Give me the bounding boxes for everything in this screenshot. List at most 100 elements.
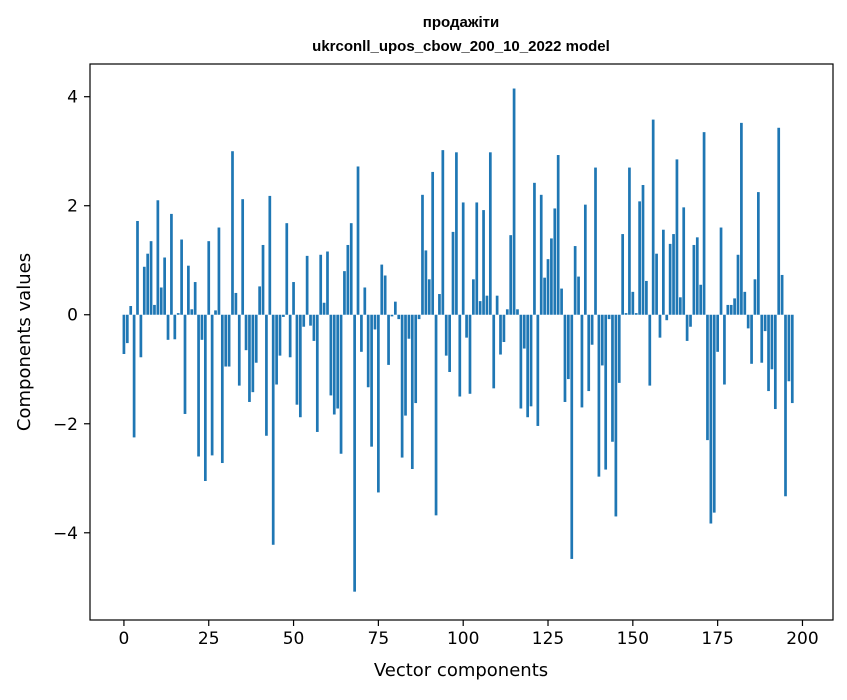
bar-197 [790,314,794,404]
bar-121 [533,182,536,315]
bar-123 [539,194,543,315]
bar-177 [723,314,726,385]
bar-150 [631,291,635,315]
bar-85 [410,314,414,470]
bar-174 [712,314,716,513]
bar-188 [760,314,764,363]
bar-25 [207,241,211,315]
bar-168 [692,244,696,315]
bar-36 [244,314,248,351]
bar-49 [288,314,292,358]
bar-7 [146,253,150,315]
bar-145 [614,314,618,517]
bar-73 [370,314,373,447]
x-tick-label: 25 [198,629,220,649]
bar-50 [292,282,295,315]
bar-154 [645,280,648,315]
bar-183 [743,291,747,315]
bar-144 [611,314,614,442]
bar-173 [709,314,713,524]
bar-106 [482,210,485,315]
y-tick-label: 2 [67,197,78,217]
bar-64 [339,314,343,454]
bar-189 [763,314,767,332]
bar-3 [132,314,136,438]
bar-160 [665,314,669,321]
bar-26 [210,314,214,456]
bar-130 [563,314,567,402]
bar-170 [699,284,703,315]
bar-147 [621,234,625,315]
bar-118 [522,314,526,349]
bar-65 [343,271,346,315]
x-tick-label: 100 [447,629,479,649]
bar-18 [183,314,187,414]
bar-134 [577,276,580,315]
bar-78 [387,314,390,365]
bar-119 [526,314,530,418]
bar-105 [478,301,482,315]
bar-191 [770,314,774,370]
bar-51 [295,314,299,405]
bar-32 [231,151,234,315]
chart-title-line2: ukrconll_upos_cbow_200_10_2022 model [312,38,610,55]
bar-172 [706,314,709,441]
chart-title-line1: продажіти [423,14,499,31]
bar-176 [719,227,723,315]
bar-169 [695,237,699,315]
bar-81 [397,314,401,320]
bar-171 [702,132,706,315]
bar-2 [129,306,133,315]
bar-17 [180,239,183,315]
bar-162 [672,234,675,315]
bar-75 [377,314,380,493]
bar-99 [458,314,462,397]
bars-group [122,88,794,592]
bar-151 [634,313,638,315]
bar-47 [282,314,285,317]
bar-34 [237,314,241,386]
bar-131 [567,314,570,380]
bar-88 [421,194,424,315]
bar-180 [733,298,736,315]
bar-52 [298,314,302,418]
bar-70 [360,314,363,352]
bar-42 [265,314,268,436]
bar-1 [125,314,129,344]
bar-4 [136,220,139,315]
bar-55 [309,314,312,326]
bar-11 [159,287,163,315]
bar-136 [583,204,587,315]
bar-67 [349,223,353,315]
bar-33 [234,292,238,315]
bar-12 [163,257,166,315]
bar-80 [393,301,397,315]
bar-158 [658,314,662,338]
x-axis-label: Vector components [374,660,548,681]
bar-163 [675,159,679,315]
bar-69 [356,166,360,315]
bar-61 [329,314,333,396]
bar-77 [383,275,387,315]
bar-110 [495,295,499,315]
bar-114 [509,235,513,315]
bar-190 [767,314,770,392]
bar-84 [407,314,411,339]
x-tick-label: 125 [532,629,564,649]
bar-184 [746,314,750,329]
bar-57 [315,314,319,432]
bar-0 [122,314,126,354]
x-axis-ticks: 0 25 50 75 100 125 150 175 200 [119,620,819,649]
bar-148 [624,313,628,315]
bar-41 [261,244,265,315]
y-tick-label: −2 [53,415,78,435]
bar-54 [305,255,309,315]
bar-74 [373,314,377,330]
bar-155 [648,314,652,386]
bar-113 [505,309,509,315]
bar-112 [502,314,506,342]
bar-122 [536,314,540,426]
x-tick-label: 200 [786,629,818,649]
bar-22 [197,314,200,457]
bar-19 [187,265,190,315]
